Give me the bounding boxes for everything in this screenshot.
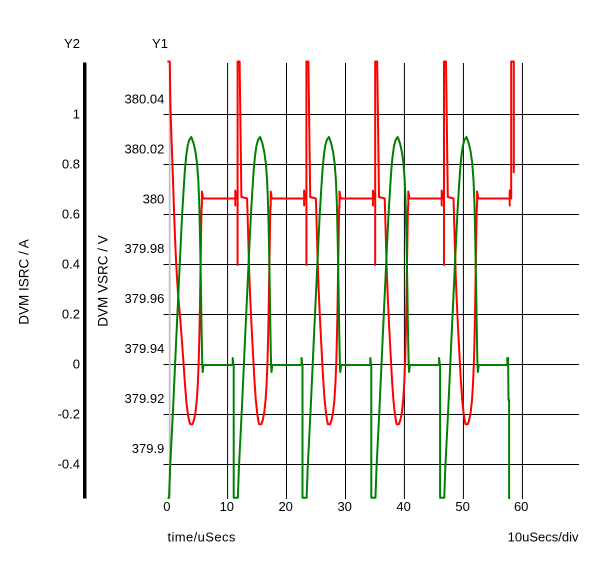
svg-text:379.94: 379.94 bbox=[125, 341, 165, 356]
svg-text:Y2: Y2 bbox=[64, 36, 80, 51]
svg-text:20: 20 bbox=[278, 499, 292, 514]
svg-text:0.2: 0.2 bbox=[62, 307, 80, 322]
svg-text:379.96: 379.96 bbox=[125, 291, 165, 306]
svg-text:0.8: 0.8 bbox=[62, 157, 80, 172]
svg-text:Y1: Y1 bbox=[152, 36, 168, 51]
svg-text:DVM ISRC / A: DVM ISRC / A bbox=[17, 239, 32, 325]
svg-text:380.04: 380.04 bbox=[125, 92, 165, 107]
svg-text:-0.2: -0.2 bbox=[58, 407, 80, 422]
svg-text:379.9: 379.9 bbox=[132, 441, 165, 456]
svg-text:380: 380 bbox=[143, 191, 165, 206]
svg-text:0.4: 0.4 bbox=[62, 257, 80, 272]
svg-text:10: 10 bbox=[220, 499, 234, 514]
svg-text:1: 1 bbox=[73, 107, 80, 122]
svg-text:time/uSecs: time/uSecs bbox=[168, 530, 236, 545]
svg-text:0: 0 bbox=[163, 499, 170, 514]
svg-text:10uSecs/div: 10uSecs/div bbox=[508, 530, 579, 545]
svg-text:40: 40 bbox=[396, 499, 410, 514]
svg-text:379.98: 379.98 bbox=[125, 241, 165, 256]
svg-text:60: 60 bbox=[514, 499, 528, 514]
svg-text:50: 50 bbox=[455, 499, 469, 514]
svg-text:379.92: 379.92 bbox=[125, 391, 165, 406]
svg-text:380.02: 380.02 bbox=[125, 141, 165, 156]
svg-text:DVM VSRC / V: DVM VSRC / V bbox=[95, 235, 110, 327]
svg-text:0.6: 0.6 bbox=[62, 207, 80, 222]
svg-text:0: 0 bbox=[73, 357, 80, 372]
svg-text:30: 30 bbox=[337, 499, 351, 514]
svg-text:-0.4: -0.4 bbox=[58, 457, 80, 472]
